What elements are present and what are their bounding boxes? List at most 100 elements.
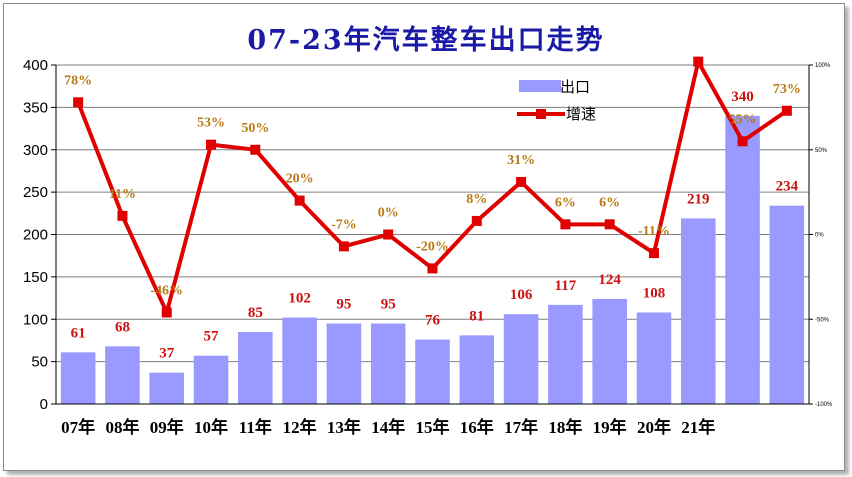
growth-point bbox=[648, 248, 659, 259]
growth-point bbox=[560, 219, 571, 230]
growth-point bbox=[73, 97, 84, 108]
growth-rate-label: 0% bbox=[378, 206, 399, 221]
y-left-tick-label: 350 bbox=[23, 99, 48, 116]
x-tick-label: 07年 bbox=[61, 417, 95, 437]
growth-rate-label: 50% bbox=[241, 121, 269, 136]
bar-value-label: 219 bbox=[687, 191, 710, 207]
growth-point bbox=[161, 307, 172, 318]
y-right-tick-label: -100% bbox=[815, 402, 833, 408]
bar-value-label: 117 bbox=[555, 278, 577, 294]
bar-value-label: 234 bbox=[776, 179, 799, 195]
x-tick-label: 12年 bbox=[283, 417, 317, 437]
growth-rate-label: 6% bbox=[555, 195, 576, 210]
bar bbox=[725, 115, 760, 404]
bar-value-label: 108 bbox=[643, 285, 666, 301]
y-right-tick-label: 100% bbox=[815, 63, 831, 69]
bar-value-label: 85 bbox=[248, 305, 263, 321]
bar-value-label: 57 bbox=[204, 329, 220, 345]
x-tick-label: 13年 bbox=[327, 417, 361, 437]
y-left-tick-label: 150 bbox=[23, 269, 48, 286]
growth-rate-label: 31% bbox=[507, 153, 535, 168]
legend: 出口 增速 bbox=[517, 78, 596, 123]
bar bbox=[370, 323, 406, 404]
growth-point bbox=[383, 229, 394, 240]
growth-rate-label: -7% bbox=[331, 217, 357, 232]
bar bbox=[680, 218, 716, 404]
growth-rate-label: 6% bbox=[599, 195, 620, 210]
bar bbox=[548, 304, 583, 404]
x-tick-label: 09年 bbox=[150, 417, 184, 437]
y-left-tick-label: 250 bbox=[23, 184, 48, 201]
growth-rate-label: 73% bbox=[773, 82, 801, 97]
y-right-tick-label: 0% bbox=[815, 233, 824, 239]
growth-rate-label: 20% bbox=[286, 172, 314, 187]
growth-point bbox=[471, 215, 482, 226]
growth-point bbox=[294, 195, 305, 206]
growth-point bbox=[206, 139, 217, 150]
y-right-tick-label: -50% bbox=[815, 317, 830, 323]
bar-value-label: 102 bbox=[288, 291, 311, 307]
x-tick-label: 15年 bbox=[416, 417, 450, 437]
y-right-tick-label: 50% bbox=[815, 148, 828, 154]
legend-label-exports: 出口 bbox=[560, 78, 590, 96]
x-tick-label: 19年 bbox=[593, 417, 627, 437]
y-left-tick-label: 200 bbox=[23, 227, 48, 244]
bar-value-label: 61 bbox=[71, 325, 86, 341]
bar-value-label: 340 bbox=[731, 89, 754, 105]
x-tick-label: 20年 bbox=[637, 417, 671, 437]
y-left-tick-label: 400 bbox=[23, 57, 48, 74]
bar bbox=[503, 314, 539, 404]
x-tick-label: 17年 bbox=[504, 417, 538, 437]
y-left-tick-label: 50 bbox=[31, 354, 48, 371]
line-series bbox=[73, 56, 792, 318]
bar bbox=[282, 317, 317, 404]
bar bbox=[459, 335, 495, 404]
axes: 0 50 100 150 200 250 300 350 400 -100% -50% 0% 50% 10… bbox=[23, 57, 833, 437]
x-tick-label: 21年 bbox=[681, 417, 715, 437]
growth-point bbox=[117, 210, 128, 221]
data-labels: 61 68 37 57 85 102 95 95 76 81 106 117 124 108 219 340 2… bbox=[64, 73, 801, 361]
bar bbox=[415, 339, 450, 404]
chart-frame: 07-23年汽车整车出口走势 0 50 100 150 200 250 300 350 400 -… bbox=[3, 3, 845, 471]
legend-swatch-bar bbox=[519, 80, 561, 92]
legend-label-growth: 增速 bbox=[566, 105, 596, 123]
growth-rate-label: 55% bbox=[729, 112, 757, 127]
bar bbox=[636, 312, 672, 404]
growth-point bbox=[781, 105, 792, 116]
bar bbox=[105, 346, 140, 404]
bar bbox=[238, 331, 273, 404]
x-tick-label: 18年 bbox=[548, 417, 582, 437]
growth-point bbox=[604, 219, 615, 230]
growth-point bbox=[737, 136, 748, 147]
bar-value-label: 76 bbox=[425, 313, 441, 329]
bar-series bbox=[60, 115, 805, 404]
bar bbox=[149, 372, 185, 404]
growth-rate-label: 78% bbox=[64, 73, 92, 88]
x-tick-label: 16年 bbox=[460, 417, 494, 437]
growth-point bbox=[516, 176, 527, 187]
bar-value-label: 68 bbox=[115, 319, 130, 335]
bar-value-label: 106 bbox=[510, 287, 533, 303]
growth-rate-label: -11% bbox=[638, 224, 670, 239]
growth-point bbox=[250, 144, 261, 155]
gridlines bbox=[56, 64, 809, 363]
y-left-tick-label: 0 bbox=[40, 396, 48, 413]
growth-point bbox=[427, 263, 438, 274]
growth-rate-label: 53% bbox=[197, 116, 225, 131]
chart-title: 07-23年汽车整车出口走势 bbox=[247, 24, 604, 56]
growth-point bbox=[693, 56, 704, 67]
bar bbox=[193, 355, 229, 404]
growth-rate-label: -20% bbox=[416, 239, 449, 254]
bar bbox=[592, 298, 627, 404]
bar-value-label: 95 bbox=[381, 296, 396, 312]
x-tick-label: 10年 bbox=[194, 417, 228, 437]
growth-rate-label: 8% bbox=[466, 192, 487, 207]
growth-rate-label: -46% bbox=[150, 283, 183, 298]
bar-value-label: 81 bbox=[469, 308, 484, 324]
chart-canvas: 07-23年汽车整车出口走势 0 50 100 150 200 250 300 350 400 -… bbox=[23, 24, 833, 437]
bar bbox=[769, 205, 805, 404]
bar-value-label: 95 bbox=[336, 296, 351, 312]
bar bbox=[60, 352, 96, 404]
bar-value-label: 37 bbox=[159, 346, 175, 362]
y-left-tick-label: 100 bbox=[23, 311, 48, 328]
